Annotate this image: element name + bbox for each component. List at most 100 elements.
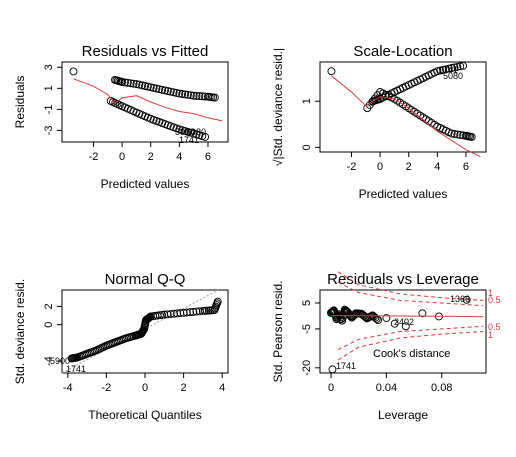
data-point	[327, 308, 336, 317]
y-tick-label: 0	[301, 144, 313, 150]
data-point	[450, 63, 459, 72]
data-point	[210, 93, 219, 102]
cooks-distance-contour	[337, 281, 484, 307]
data-point	[69, 67, 78, 76]
data-point	[149, 83, 158, 92]
data-point	[189, 307, 198, 316]
data-point	[175, 89, 184, 98]
panel-title: Residuals vs Leverage	[327, 271, 479, 288]
y-axis-label: √|Std. deviance resid.|	[271, 48, 285, 166]
data-point	[161, 86, 169, 95]
smoother-line	[73, 78, 223, 122]
y-axis-label: Residuals	[13, 76, 27, 129]
data-point	[129, 79, 138, 88]
data-point	[166, 87, 175, 96]
data-point	[352, 309, 360, 318]
data-point	[181, 90, 190, 99]
data-point	[453, 62, 462, 71]
data-point	[456, 62, 465, 71]
data-point	[340, 305, 349, 314]
point-label: 1741	[66, 364, 86, 374]
data-point	[173, 309, 182, 318]
y-axis: -3 -1 1 3	[43, 64, 62, 135]
y-tick-label: 5	[301, 300, 313, 306]
y-tick-label: 2	[43, 303, 55, 309]
y-tick-label: -3	[43, 126, 55, 136]
smoother-line	[331, 75, 481, 158]
data-point	[145, 313, 154, 322]
smoother-line	[331, 314, 484, 318]
point-label: 5080	[186, 127, 206, 137]
data-point	[433, 67, 442, 76]
x-axis: -2 0 2 4 6	[347, 152, 469, 173]
panel-title: Residuals vs Fitted	[82, 43, 209, 60]
data-point	[144, 314, 153, 323]
y-tick-label: -20	[301, 360, 313, 376]
y-tick-label: -1	[43, 104, 55, 114]
data-point	[132, 80, 141, 89]
data-point	[155, 85, 164, 94]
data-point	[347, 313, 356, 322]
data-point	[186, 91, 195, 100]
data-point	[178, 90, 187, 98]
data-point	[327, 67, 336, 76]
point-label: 2402	[394, 317, 414, 327]
data-point	[169, 88, 178, 97]
data-point	[198, 92, 207, 101]
y-tick-label: 3	[43, 64, 55, 70]
y-axis-label: Std. deviance resid.	[13, 279, 27, 384]
cooks-distance-contour	[337, 331, 484, 361]
x-tick-label: 0	[142, 382, 148, 394]
data-point	[176, 309, 185, 318]
y-axis: -4 0 2	[43, 303, 62, 366]
y-tick-label: 1	[43, 85, 55, 91]
data-point	[459, 61, 468, 70]
x-tick-label: 6	[205, 151, 211, 163]
x-tick-label: 2	[148, 151, 154, 163]
data-point	[447, 64, 456, 72]
data-point	[163, 310, 172, 319]
x-tick-label: 2	[406, 161, 412, 173]
x-tick-label: -4	[63, 382, 73, 394]
x-tick-label: 4	[434, 161, 440, 173]
point-label: 5900	[50, 356, 70, 366]
data-point	[166, 310, 175, 318]
data-point	[462, 295, 471, 304]
point-label: 1366	[450, 294, 470, 304]
data-point	[338, 316, 347, 325]
panel-0: Residuals vs Fitted -2 0 2 4 6 -3 -1 1 3 Predicted…	[13, 43, 229, 191]
data-point	[439, 65, 448, 74]
data-point	[158, 85, 167, 94]
data-point	[186, 308, 194, 317]
data-point	[201, 92, 210, 101]
data-point	[436, 66, 445, 75]
x-axis: 0 0.04 0.08	[328, 373, 452, 394]
x-tick-label: 4	[176, 151, 182, 163]
data-point	[192, 91, 201, 100]
data-point	[401, 322, 410, 331]
y-tick-label: 0	[43, 322, 55, 328]
data-point	[192, 307, 201, 316]
data-point	[172, 88, 181, 97]
data-point	[189, 91, 198, 100]
x-tick-label: 6	[463, 161, 469, 173]
panel-title: Scale-Location	[353, 43, 452, 60]
data-point	[382, 314, 391, 322]
data-point	[213, 297, 222, 306]
panel-title: Normal Q-Q	[105, 271, 186, 288]
point-label: 5080	[443, 71, 463, 81]
cooks-level-label: 1	[488, 288, 493, 298]
point-label: 1741	[179, 135, 199, 145]
data-point	[329, 306, 338, 315]
panel-3: Residuals vs Leverage 0 0.04 0.08 5 -5 -20 Leve…	[271, 271, 501, 422]
data-point	[138, 81, 147, 90]
data-point	[201, 132, 210, 141]
plot-frame	[61, 61, 229, 143]
y-axis: 5 -5 -20	[301, 300, 320, 376]
point-label: 1741	[336, 361, 356, 371]
y-axis-label: Std. Pearson resid.	[271, 280, 285, 382]
plot-frame	[319, 61, 487, 153]
x-axis-label: Theoretical Quantiles	[88, 408, 201, 422]
